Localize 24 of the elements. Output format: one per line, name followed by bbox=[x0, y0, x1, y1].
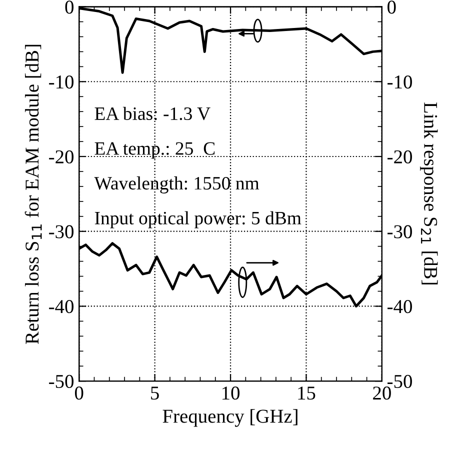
y-tick-label: -40 bbox=[49, 300, 74, 314]
y-tick-label: -10 bbox=[49, 75, 74, 89]
y2-axis-title: Link response S$_{21}$ [dB] bbox=[420, 102, 438, 284]
y2-tick-label: -50 bbox=[388, 374, 412, 388]
y-tick-label: -30 bbox=[49, 225, 74, 238]
x-tick-label: 20 bbox=[373, 386, 391, 400]
x-tick-label: 10 bbox=[222, 386, 240, 400]
y-tick-label: 0 bbox=[65, 0, 74, 14]
x-tick-label: 5 bbox=[151, 386, 159, 400]
x-tick-label: 0 bbox=[74, 386, 84, 400]
y-tick-label: -50 bbox=[49, 374, 74, 388]
y-axis-title: Return loss S$_{11}$ for EAM module [dB] bbox=[24, 44, 42, 344]
annotation: EA temp.: 25 C bbox=[94, 142, 215, 159]
y2-tick-label: -10 bbox=[388, 75, 412, 89]
x-tick-label: 15 bbox=[298, 386, 316, 400]
annotation: Input optical power: 5 dBm bbox=[94, 211, 302, 228]
annotation: Wavelength: 1550 nm bbox=[94, 176, 260, 194]
x-axis-title: Frequency [GHz] bbox=[162, 409, 298, 427]
y2-tick-label: -30 bbox=[388, 225, 412, 238]
y2-tick-label: -40 bbox=[388, 300, 412, 314]
y2-tick-label: 0 bbox=[388, 0, 396, 14]
y-tick-label: -20 bbox=[49, 150, 74, 164]
y2-tick-label: -20 bbox=[388, 150, 412, 164]
annotation: EA bias: -1.3 V bbox=[94, 106, 210, 120]
